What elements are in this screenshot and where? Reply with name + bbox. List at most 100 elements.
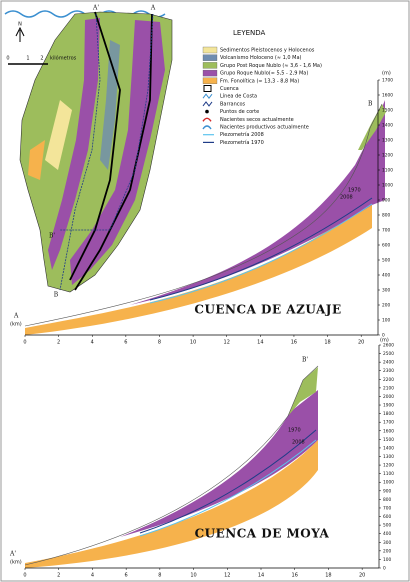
legend: Sedimentos Pleistocenos y HolocenosVolca… [202,46,322,146]
y-tick-label: 600 [382,243,390,249]
scale-unit: kilómetros [50,55,77,62]
legend-swatch [203,85,212,92]
legend-swatch [202,62,218,69]
piezometry-label: 1970 [288,428,301,434]
y-tick-label: 1000 [383,480,394,486]
y-tick-label: 1100 [383,471,394,477]
legend-swatch [202,54,218,61]
x-tick-label: 18 [324,340,330,346]
scale-label: 0 [6,56,9,62]
legend-label: Puntos de corte [220,109,259,115]
y-tick-label: 800 [383,497,391,503]
map [8,11,173,293]
y-tick-label: 1200 [383,463,394,469]
profile-title: CUENCA DE AZUAJE [194,303,341,317]
section-end-label: A' [9,551,16,558]
y-tick-label: 1500 [382,108,393,114]
y-tick-label: 1100 [382,168,393,174]
layer-roque-nublo [120,390,318,537]
profile-azuaje [24,100,386,335]
y-tick-label: 2600 [383,343,394,349]
y-tick-label: 200 [383,548,391,554]
x-tick-label: 16 [291,340,297,346]
x-tick-label: 12 [224,573,230,579]
x-axis-unit: (km) [10,560,22,566]
y-tick-label: 400 [383,531,391,537]
y-tick-label: 100 [383,557,391,563]
x-tick-label: 0 [23,340,26,346]
x-tick-label: 14 [257,340,263,346]
layer-fonolitica [25,440,318,568]
section-end-label: B' [302,357,308,364]
y-tick-label: 2200 [383,377,394,383]
layer-post-roque-nublo [288,367,318,416]
y-tick-label: 1700 [382,78,393,84]
x-tick-label: 0 [23,573,26,579]
piezometry-1970 [139,429,317,534]
north-arrow [15,26,25,42]
legend-label: Piezometría 1970 [220,139,264,146]
y-tick-label: 600 [383,514,391,520]
x-tick-label: 20 [358,340,364,346]
section-end-label: A [13,313,19,320]
legend-swatch [202,77,218,84]
map-point-label: B' [49,233,55,240]
y-tick-label: 0 [383,566,386,572]
y-tick-label: 800 [382,213,390,219]
map-sediments [45,100,72,170]
legend-label: Volcanismo Holoceno (≈ 1,0 Ma) [220,55,302,61]
y-tick-label: 700 [382,228,390,234]
ground-surface [24,103,383,327]
x-tick-label: 10 [190,573,196,579]
map-point-label: B [54,292,59,299]
x-tick-label: 4 [91,340,94,346]
legend-swatch [202,69,218,77]
legend-swatch [202,101,213,107]
x-tick-label: 18 [325,573,331,579]
layer-post-roque-nublo [358,104,386,150]
y-tick-label: 500 [382,258,390,264]
x-tick-label: 16 [292,573,298,579]
legend-label: Grupo Roque Nublo(≈ 5,5 - 2,9 Ma) [220,71,308,77]
y-tick-label: 1000 [382,183,393,189]
map-section-line [59,13,101,291]
y-tick-label: 0 [382,333,385,339]
y-tick-label: 2100 [383,385,394,391]
map-fonolitica [28,140,45,180]
axes: 0 2 4 6 8 10 12 14 16 18 2001002003004005006007008… [23,343,394,579]
legend-label: Nacientes productivos actualmente [220,125,309,131]
piezometry-2008 [149,203,373,304]
x-tick-label: 12 [224,340,230,346]
x-tick-label: 8 [158,340,161,346]
y-tick-label: 300 [383,540,391,546]
map-basin-divide [74,13,153,291]
map-basin-divide [69,11,121,281]
layer-roque-nublo [130,100,385,305]
y-tick-label: 1400 [382,123,393,129]
y-tick-label: 2400 [383,360,394,366]
legend-swatch [202,46,218,54]
x-tick-label: 8 [158,573,161,579]
legend-label: Nacientes secos actualmente [220,117,294,123]
y-tick-label: 1600 [382,93,393,99]
legend-label: Grupo Post Roque Nublo (≈ 3,6 - 1,6 Ma) [220,63,322,69]
x-tick-label: 14 [258,573,264,579]
y-tick-label: 400 [382,273,390,279]
y-tick-label: 200 [382,303,390,309]
x-tick-label: 20 [359,573,365,579]
y-tick-label: 1800 [383,411,394,417]
x-tick-label: 4 [91,573,94,579]
map-section-line [60,13,154,231]
legend-label: Cuenca [220,86,239,92]
north-label: N [18,22,22,28]
scale-label: 1 [26,56,29,62]
x-tick-label: 6 [124,340,127,346]
profile-moya [24,365,319,568]
piezometry-label: 2008 [340,195,353,201]
y-tick-label: 900 [382,198,390,204]
y-tick-label: 700 [383,505,391,511]
x-tick-label: 10 [190,340,196,346]
